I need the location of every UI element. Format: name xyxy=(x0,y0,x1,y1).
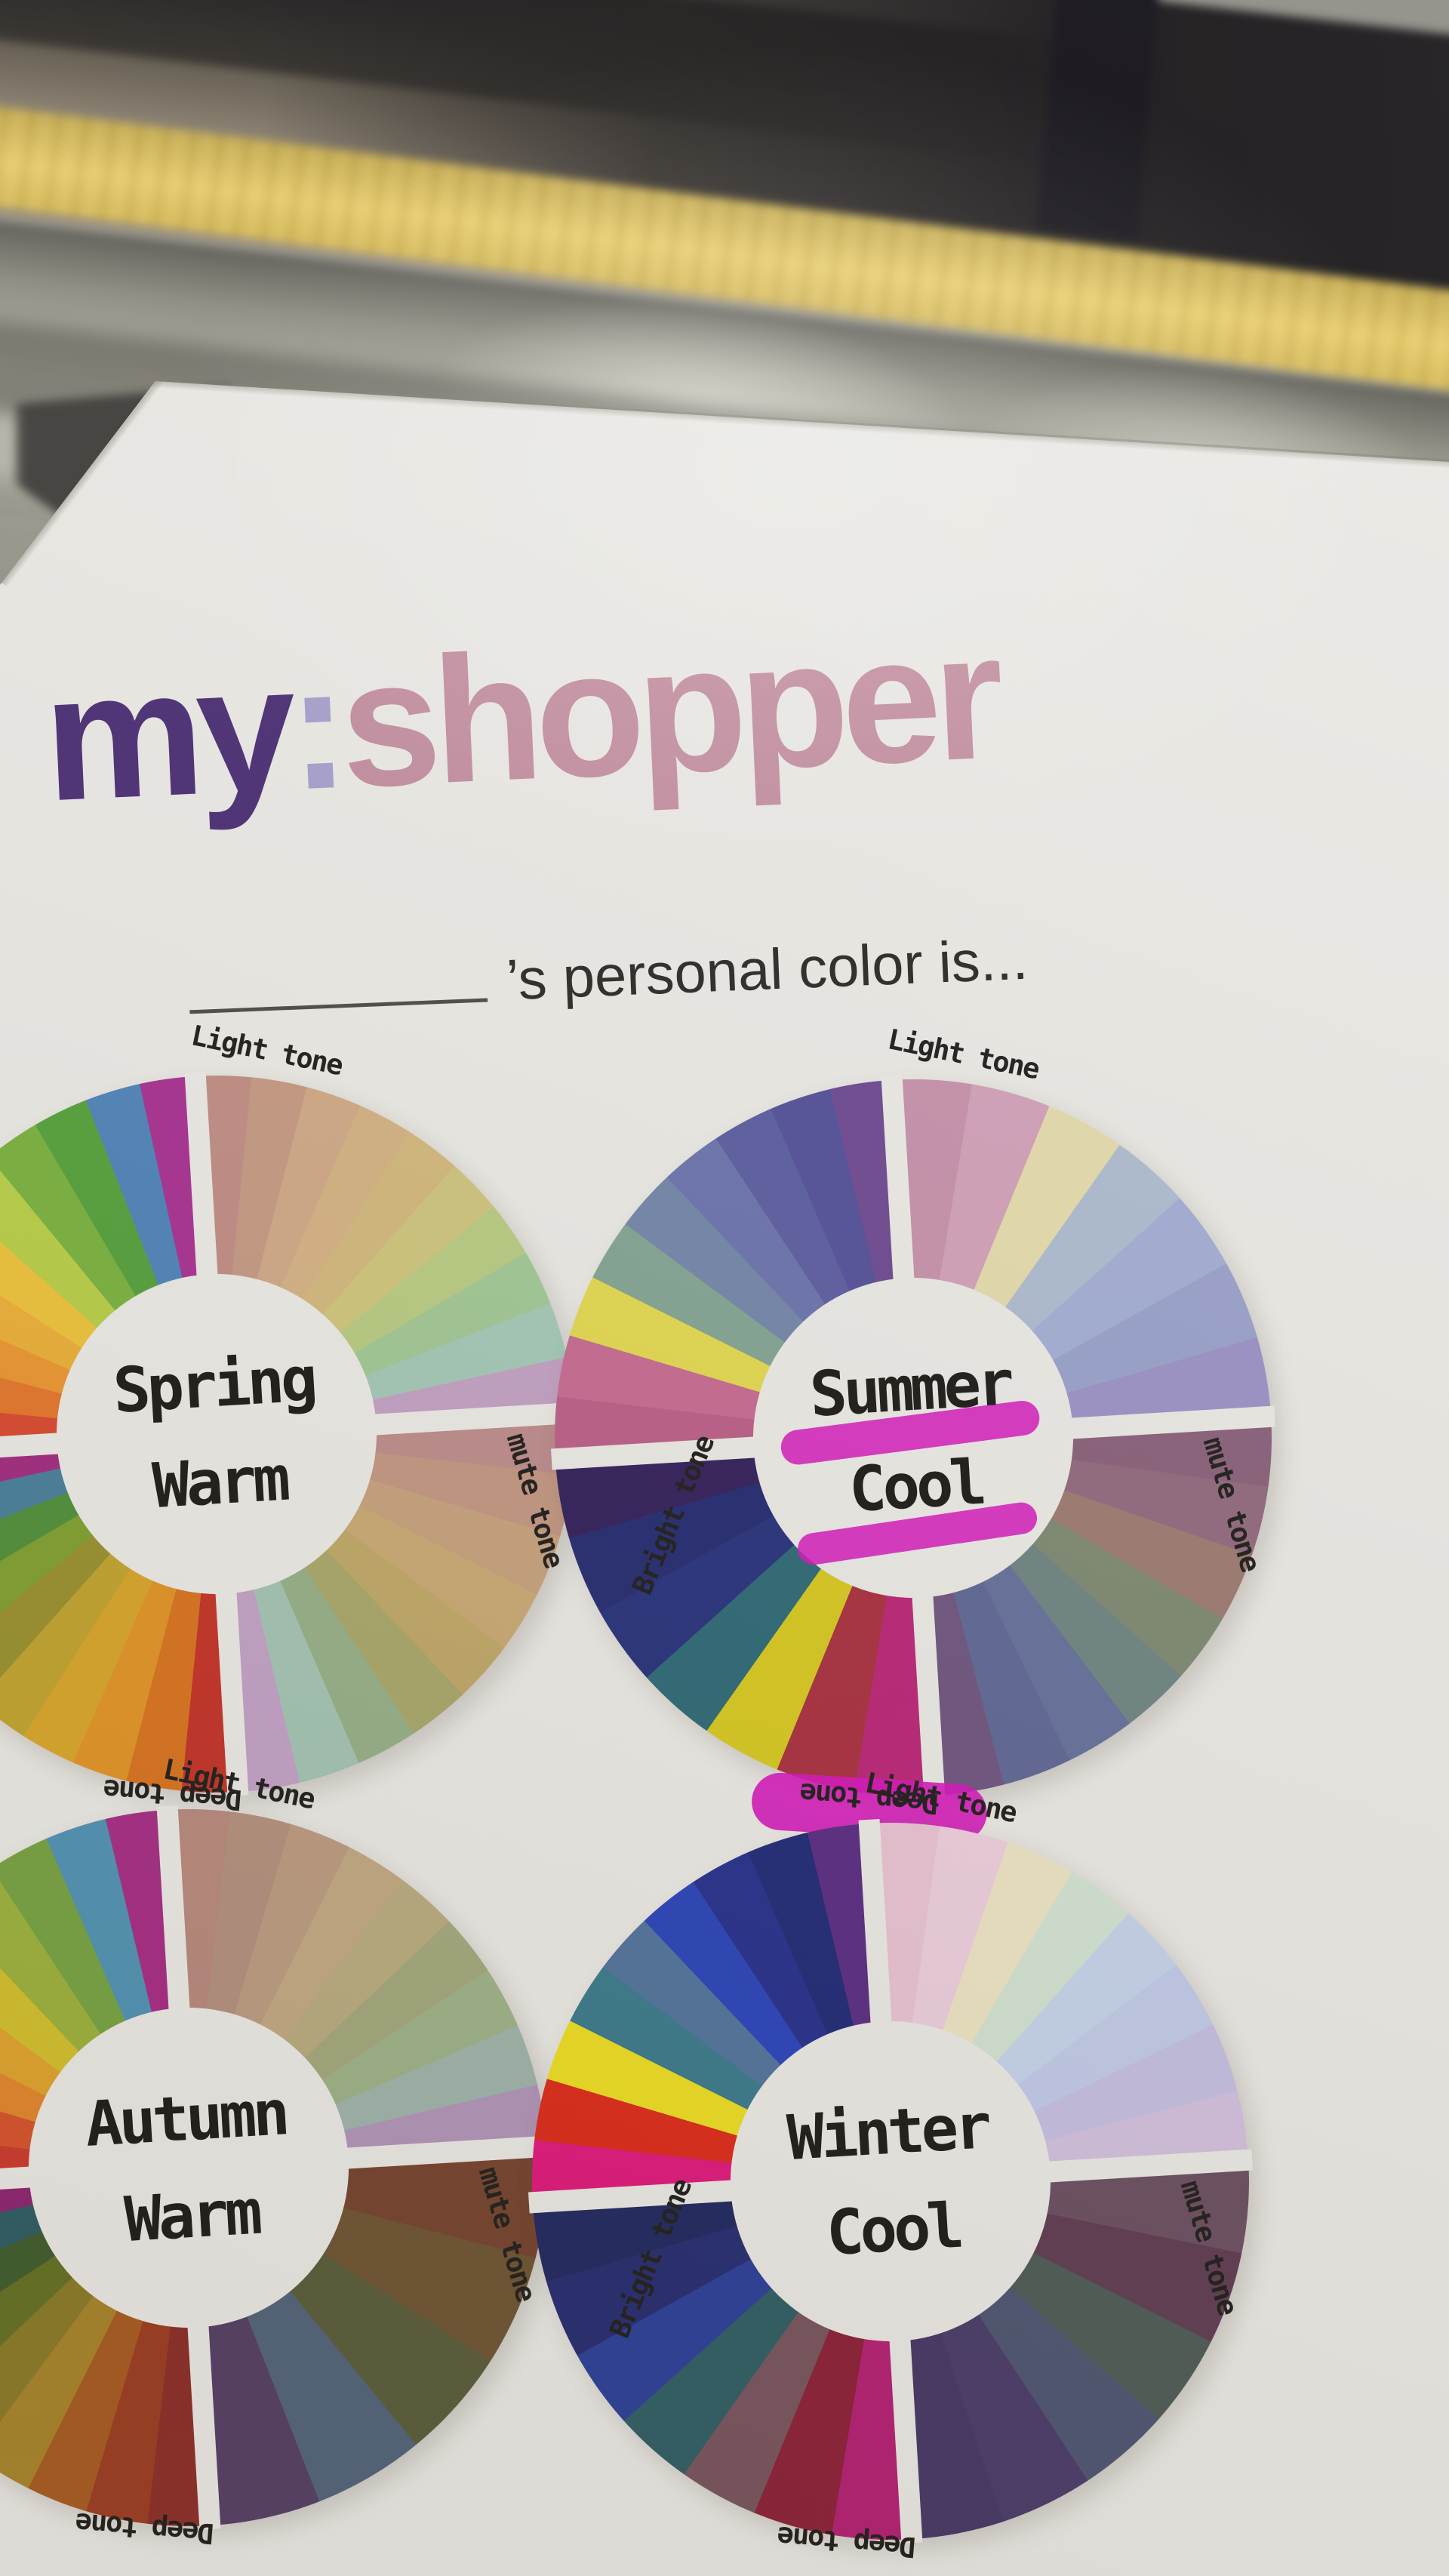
summer-cool-wheel: Summer Cool Light tone mute tone Deep to… xyxy=(534,1023,1293,1844)
wheel-name-line1: Summer xyxy=(808,1347,1013,1431)
light-tone-label: Light tone xyxy=(884,1023,1041,1086)
name-blank-line xyxy=(189,998,488,1014)
winter-cool-wheel: Winter Cool Light tone mute tone Deep to… xyxy=(511,1766,1270,2564)
autumn-warm-wheel: Autumn Warm Light tone mute tone Deep to… xyxy=(0,1753,568,2550)
spring-warm-wheel: Spring Warm Light tone mute tone Deep to… xyxy=(0,1019,596,1817)
title-my: my xyxy=(39,628,294,839)
wheel-name-line2: Cool xyxy=(847,1446,986,1527)
light-tone-label: Light tone xyxy=(188,1019,345,1082)
wheel-name-line2: Cool xyxy=(824,2190,963,2270)
wheel-name-line1: Autumn xyxy=(83,2077,288,2161)
wheel-name-line1: Winter xyxy=(785,2091,990,2174)
title-colon: : xyxy=(284,625,346,828)
subtitle-text: ’s personal color is... xyxy=(505,927,1029,1013)
wheel-name-line1: Spring xyxy=(111,1343,316,1427)
card-title: my:shopper xyxy=(40,596,1001,839)
title-shopper: shopper xyxy=(336,596,1001,826)
wheel-name-line2: Warm xyxy=(122,2176,261,2257)
subtitle-row: ’s personal color is... xyxy=(188,927,1029,1026)
wheel-name-line2: Warm xyxy=(150,1442,289,1523)
